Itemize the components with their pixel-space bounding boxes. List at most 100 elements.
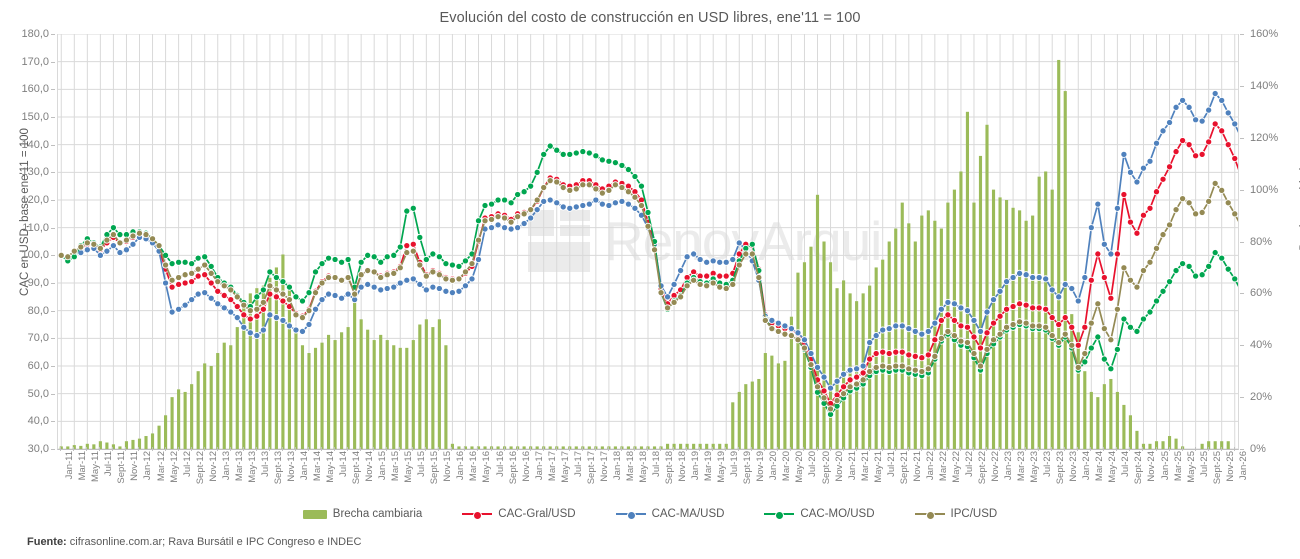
bar <box>1135 430 1139 449</box>
data-point <box>377 258 385 266</box>
data-point <box>194 265 202 273</box>
legend-item[interactable]: CAC-MA/USD <box>615 508 724 520</box>
x-axis-tick: Jan-11 <box>64 451 76 480</box>
data-point <box>924 327 932 335</box>
x-axis-tick-mark <box>164 447 166 451</box>
data-point <box>931 352 939 360</box>
data-point <box>1159 175 1167 183</box>
x-axis-tick-mark <box>516 447 518 451</box>
bar <box>965 111 970 449</box>
data-point <box>259 286 267 294</box>
data-point <box>272 314 280 322</box>
data-point <box>298 297 307 305</box>
data-point <box>1192 116 1200 124</box>
x-axis-tick: Jul-24 <box>1120 451 1132 477</box>
data-point <box>1055 320 1063 329</box>
bar <box>385 340 389 449</box>
y-axis-right-tick-mark <box>1240 34 1244 35</box>
data-point <box>520 219 528 228</box>
data-point <box>292 326 300 334</box>
x-axis-tick-mark <box>764 447 766 451</box>
data-point <box>683 253 691 261</box>
bar <box>340 332 344 449</box>
x-axis-tick: Jul-21 <box>885 451 897 477</box>
data-point <box>957 304 965 312</box>
x-axis-tick: Sept-25 <box>1211 451 1223 485</box>
bar <box>463 446 468 449</box>
data-point <box>272 273 280 282</box>
data-point <box>1009 302 1017 311</box>
data-point <box>344 273 352 282</box>
data-point <box>683 282 691 290</box>
data-point <box>481 217 489 225</box>
x-axis-tick-mark <box>425 447 427 451</box>
bar <box>750 381 754 449</box>
legend-item[interactable]: Brecha cambiaria <box>302 508 422 520</box>
x-axis-tick-mark <box>294 447 296 451</box>
y-axis-right-tick-mark <box>1240 85 1244 87</box>
bar <box>398 347 402 449</box>
bar <box>444 345 448 449</box>
data-point <box>826 405 835 413</box>
bar <box>828 262 833 449</box>
data-point <box>1016 300 1024 308</box>
data-point <box>494 213 502 221</box>
data-point <box>70 247 78 255</box>
data-point <box>1192 152 1200 160</box>
data-point <box>859 369 867 377</box>
x-axis-tick-mark <box>1038 447 1040 451</box>
data-point <box>175 258 183 266</box>
data-point <box>266 282 274 290</box>
data-point <box>1231 210 1239 218</box>
data-point <box>722 272 730 280</box>
data-point <box>520 210 528 218</box>
data-point <box>989 319 998 327</box>
x-axis-tick-mark <box>542 447 544 451</box>
data-point <box>598 200 606 208</box>
bar <box>685 443 689 449</box>
x-axis-tick: Mar-11 <box>77 451 89 481</box>
data-point <box>272 286 280 294</box>
data-point <box>279 316 287 324</box>
bar <box>1096 397 1100 449</box>
bar <box>757 378 761 449</box>
data-point <box>1061 314 1069 322</box>
legend-item[interactable]: CAC-Gral/USD <box>462 508 576 520</box>
data-point <box>631 204 639 212</box>
data-point <box>298 314 307 322</box>
bar <box>183 391 187 449</box>
chart-title: Evolución del costo de construcción en U… <box>439 10 861 26</box>
data-point <box>429 268 437 276</box>
x-axis-tick: Jul-16 <box>494 451 506 477</box>
x-axis-tick-mark <box>581 447 583 451</box>
chart-svg <box>57 34 1271 449</box>
bar <box>620 446 624 449</box>
data-point <box>1165 278 1174 286</box>
data-point <box>1139 315 1148 323</box>
x-axis-tick: Nov-11 <box>129 451 141 481</box>
data-point <box>311 289 320 297</box>
bar <box>737 391 741 449</box>
data-point <box>259 298 267 306</box>
bar <box>783 360 787 449</box>
data-point <box>109 242 117 250</box>
data-point <box>1179 136 1187 145</box>
data-point <box>833 397 841 405</box>
legend-item[interactable]: CAC-MO/USD <box>764 508 875 520</box>
x-axis-tick: Jan-12 <box>142 451 154 481</box>
data-point <box>872 363 880 371</box>
data-point <box>1205 197 1213 205</box>
x-axis-tick-mark <box>1168 447 1170 451</box>
data-point <box>527 206 535 214</box>
data-point <box>905 365 913 373</box>
data-point <box>1100 240 1108 248</box>
data-point <box>383 271 391 279</box>
x-axis-tick-mark <box>229 447 231 451</box>
legend-item[interactable]: IPC/USD <box>914 508 997 520</box>
x-axis-tick: Nov-24 <box>1146 451 1158 482</box>
bar <box>1174 438 1178 449</box>
bar <box>170 397 174 449</box>
x-axis-tick: May-14 <box>325 451 337 483</box>
data-point <box>429 283 437 291</box>
data-point <box>748 240 756 248</box>
